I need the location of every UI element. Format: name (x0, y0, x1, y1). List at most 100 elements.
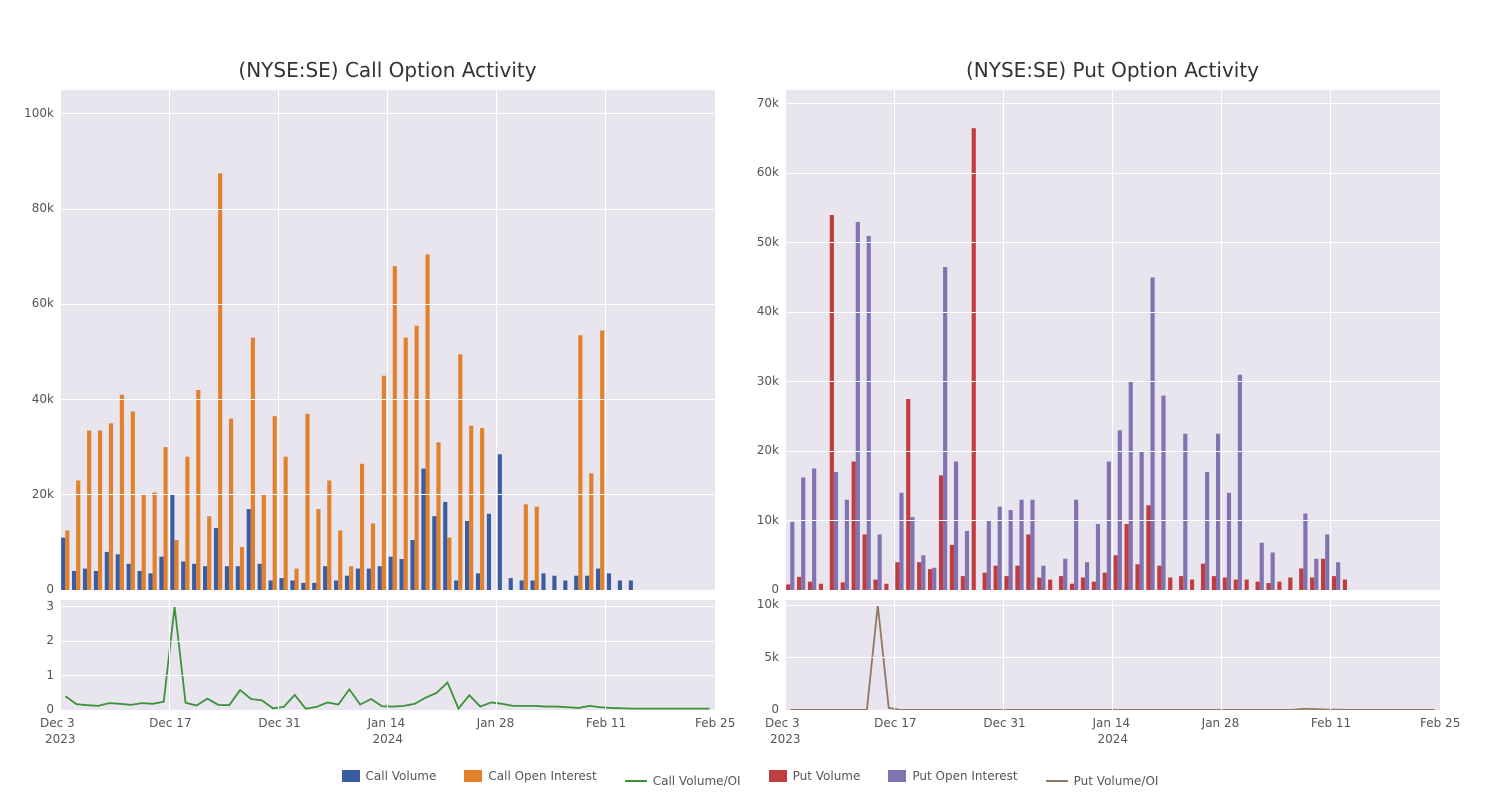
bar (1332, 576, 1336, 590)
y-tick-label: 70k (757, 96, 779, 110)
y-tick-label: 80k (32, 201, 54, 215)
bar (371, 523, 375, 590)
bar (950, 545, 954, 590)
bar (524, 504, 528, 590)
bar (1041, 566, 1045, 590)
bar (338, 530, 342, 590)
bar (273, 416, 277, 590)
bar (421, 469, 425, 590)
bar (229, 419, 233, 590)
bar (797, 577, 801, 590)
bar (1321, 559, 1325, 590)
y-tick-label: 40k (757, 304, 779, 318)
bar (1343, 580, 1347, 590)
bar (94, 571, 98, 590)
bar (1114, 555, 1118, 590)
bar (552, 576, 556, 590)
bar (895, 562, 899, 590)
y-tick-label: 0 (771, 582, 779, 596)
bar (1190, 580, 1194, 590)
x-tick-label: Dec 17 (149, 716, 191, 730)
bar (863, 534, 867, 590)
y-tick-label: 30k (757, 374, 779, 388)
left-line-panel (60, 600, 715, 710)
bar (867, 236, 871, 590)
x-tick-label: Feb 11 (586, 716, 626, 730)
x-tick-label: Dec 31 (258, 716, 300, 730)
bar (1238, 375, 1242, 590)
bar (465, 521, 469, 590)
y-tick-label: 20k (32, 487, 54, 501)
bar (1037, 578, 1041, 591)
bar (1048, 580, 1052, 590)
bar (404, 338, 408, 590)
bar (236, 566, 240, 590)
bar (834, 472, 838, 590)
x-tick-year: 2023 (770, 732, 801, 746)
right-title: (NYSE:SE) Put Option Activity (785, 58, 1440, 82)
y-tick-label: 1 (46, 668, 54, 682)
bar (203, 566, 207, 590)
bar (928, 569, 932, 590)
bar (1314, 559, 1318, 590)
bar (469, 426, 473, 590)
bar (899, 493, 903, 590)
bar (476, 573, 480, 590)
bar (906, 399, 910, 590)
bar (345, 576, 349, 590)
bar (1030, 500, 1034, 590)
legend-swatch (769, 770, 787, 782)
bar (240, 547, 244, 590)
bar (1336, 562, 1340, 590)
left-title: (NYSE:SE) Call Option Activity (60, 58, 715, 82)
bar (258, 564, 262, 590)
y-tick-label: 10k (757, 513, 779, 527)
bar (1260, 543, 1264, 590)
bar (262, 495, 266, 590)
bar (852, 462, 856, 590)
legend-swatch (464, 770, 482, 782)
bar (1303, 514, 1307, 590)
x-tick-label: Dec 17 (874, 716, 916, 730)
bar (498, 454, 502, 590)
legend: Call VolumeCall Open InterestCall Volume… (0, 769, 1500, 788)
x-tick-label: Jan 28 (1202, 716, 1240, 730)
bar (954, 462, 958, 590)
x-tick-label: Jan 14 (368, 716, 406, 730)
bar (247, 509, 251, 590)
x-tick-year: 2024 (1098, 732, 1129, 746)
bar (1015, 566, 1019, 590)
bar (1216, 434, 1220, 590)
bar (910, 517, 914, 590)
y-tick-label: 5k (764, 650, 779, 664)
bar (415, 326, 419, 590)
bar (1026, 534, 1030, 590)
bar (801, 478, 805, 591)
bar (105, 552, 109, 590)
bar (284, 457, 288, 590)
x-tick-label: Dec 3 (40, 716, 75, 730)
x-tick-label: Feb 11 (1311, 716, 1351, 730)
bar (932, 568, 936, 590)
x-tick-year: 2024 (373, 732, 404, 746)
bar (1234, 580, 1238, 590)
bar (174, 540, 178, 590)
bar (1288, 578, 1292, 591)
legend-label: Put Open Interest (912, 769, 1017, 783)
bar (181, 561, 185, 590)
legend-item: Put Volume (769, 769, 861, 783)
bar (76, 480, 80, 590)
bar (170, 495, 174, 590)
bar (458, 354, 462, 590)
right-line-panel (785, 600, 1440, 710)
x-tick-label: Feb 25 (695, 716, 735, 730)
legend-label: Put Volume (793, 769, 861, 783)
bar (1212, 576, 1216, 590)
y-tick-label: 10k (757, 597, 779, 611)
y-tick-label: 60k (32, 296, 54, 310)
bar (574, 576, 578, 590)
bar (921, 555, 925, 590)
bar (487, 514, 491, 590)
y-tick-label: 0 (771, 702, 779, 716)
x-tick-label: Feb 25 (1420, 716, 1460, 730)
